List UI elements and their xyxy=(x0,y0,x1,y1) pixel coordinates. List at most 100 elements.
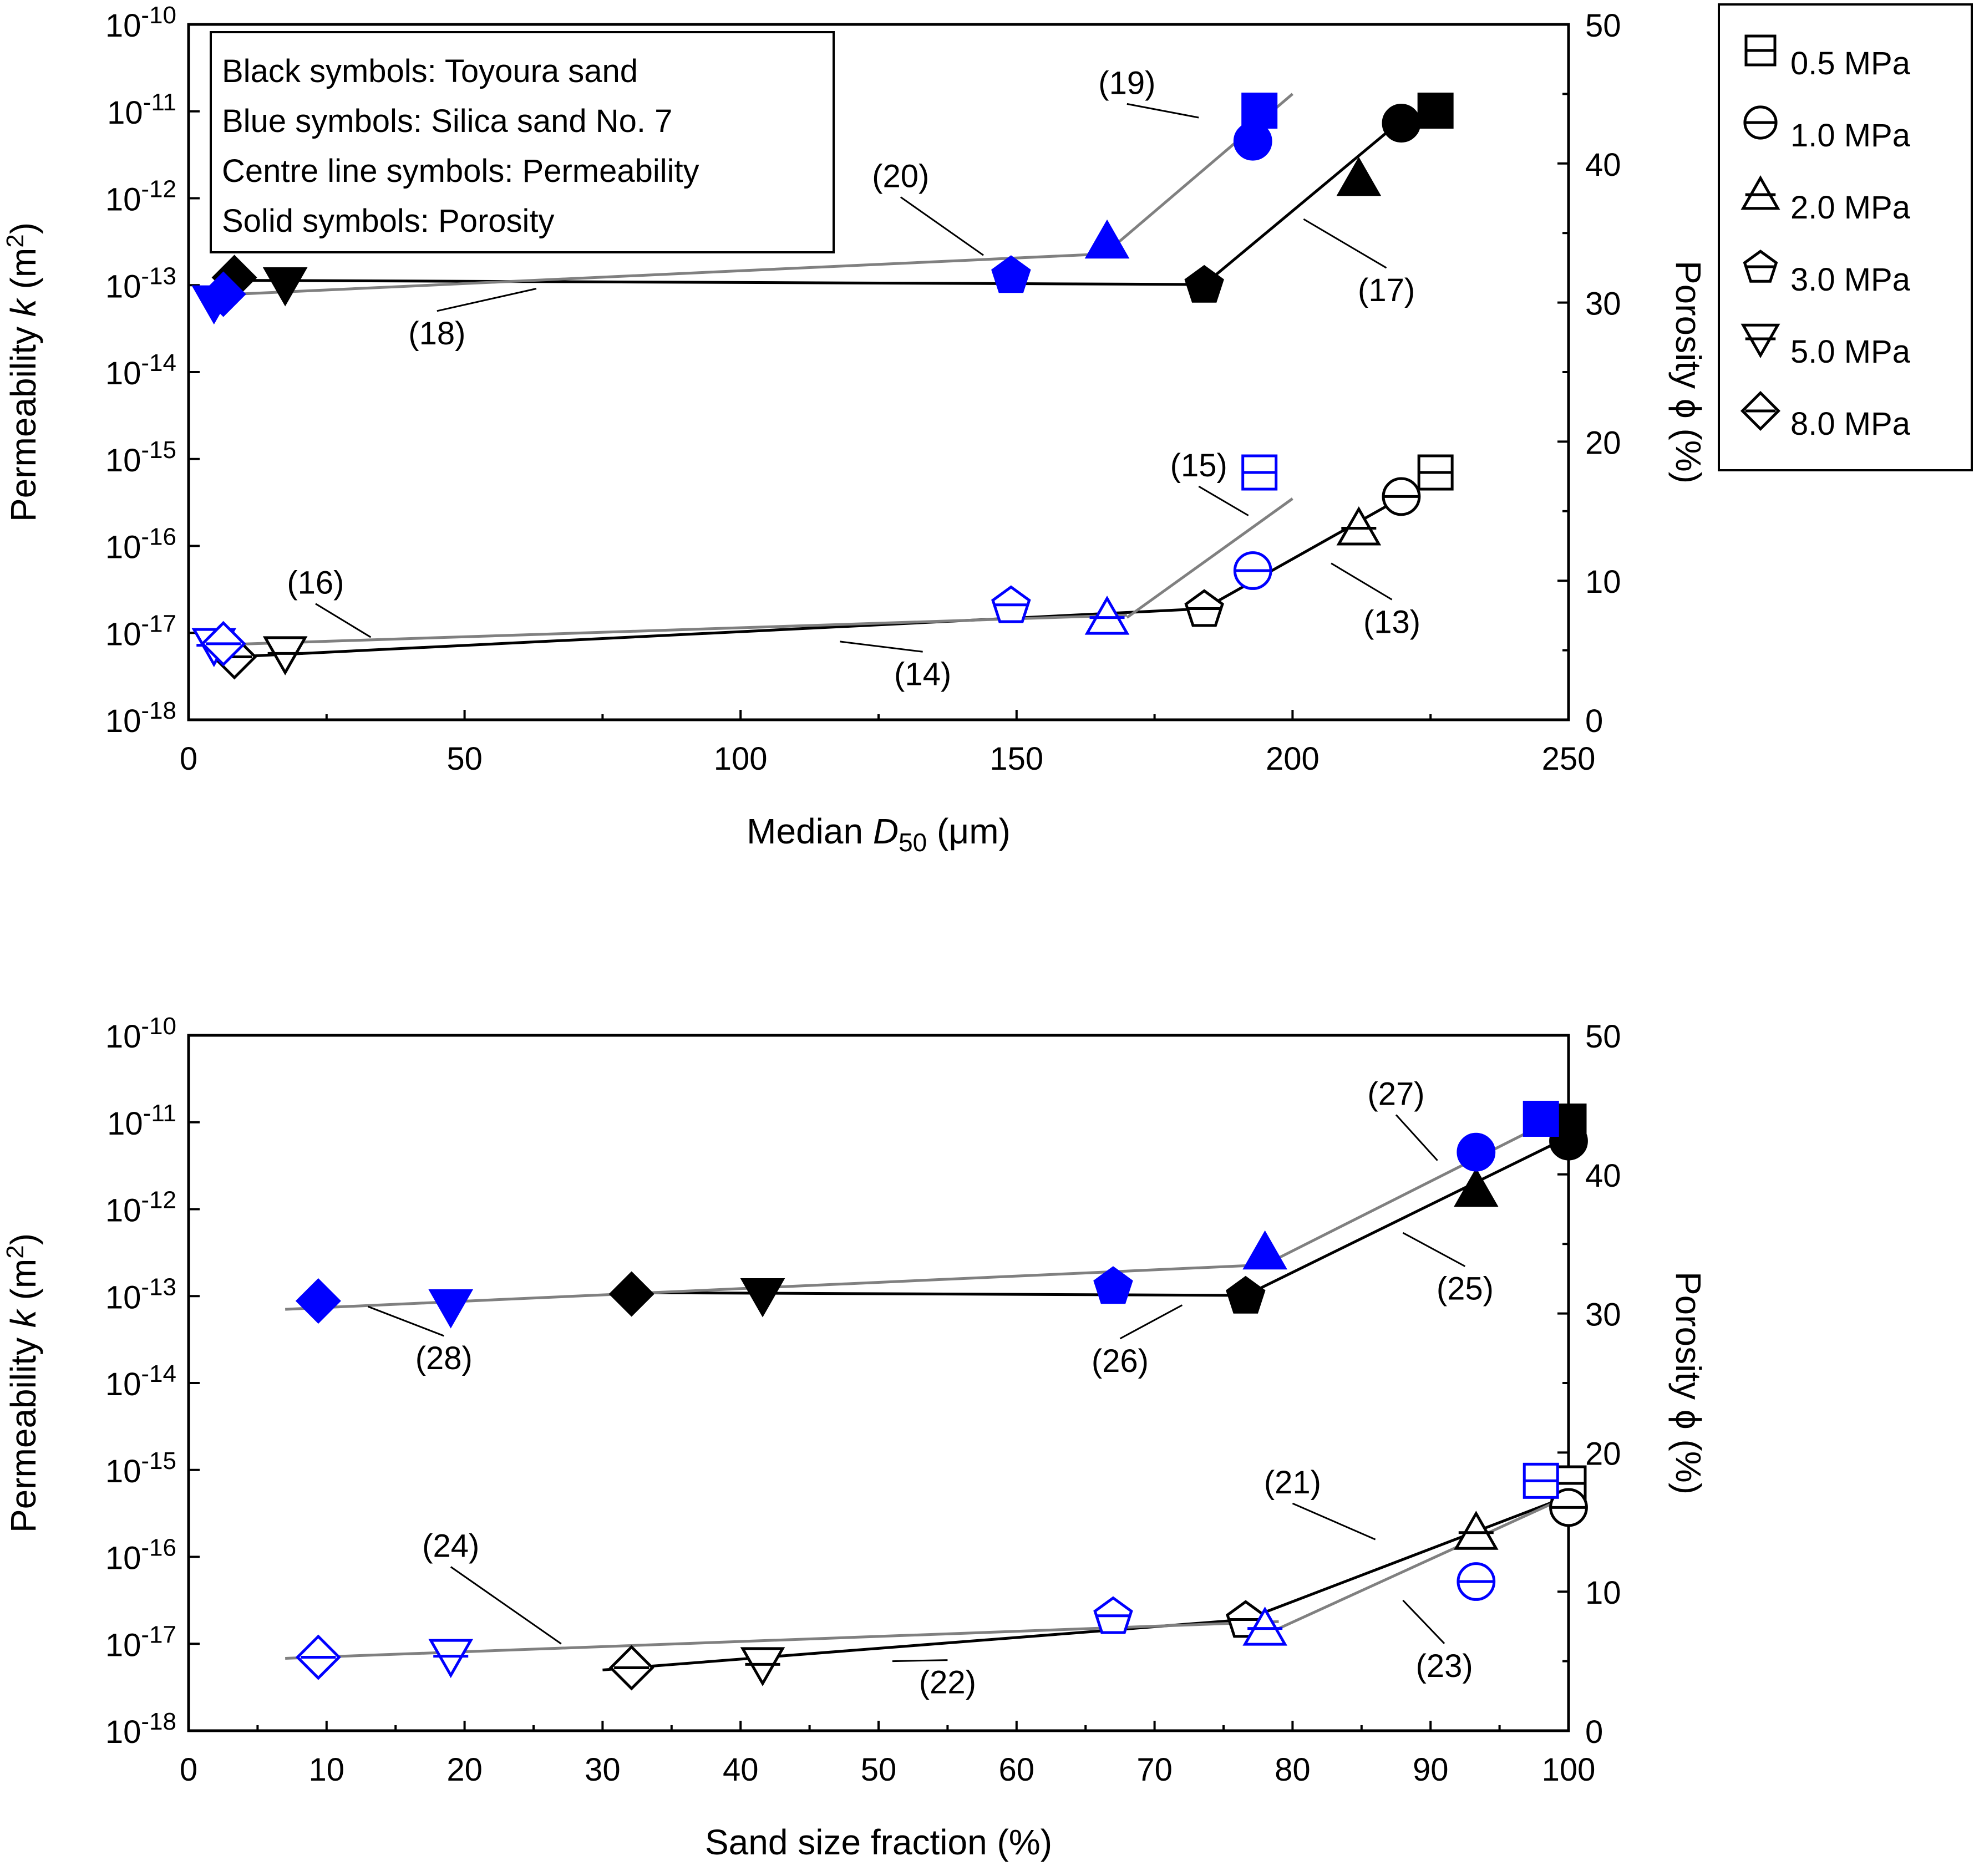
fit-line-15 xyxy=(1126,497,1293,619)
legend-symbol-triangle-up-shape xyxy=(1740,175,1780,210)
data-point-silica-porosity-square xyxy=(1241,92,1278,129)
data-point-silica-porosity-square-shape xyxy=(1241,92,1278,129)
y-right-tick-label: 30 xyxy=(1585,286,1621,322)
legend-label-8-0: 8.0 MPa xyxy=(1790,406,1911,442)
x-tick-label: 150 xyxy=(989,741,1043,777)
data-point-silica-porosity-pentagon-shape xyxy=(991,255,1031,293)
leader-line-20 xyxy=(900,196,984,256)
y-left-tick-label: 10-10 xyxy=(105,1013,176,1055)
data-point-toyoura-porosity-circle-shape xyxy=(1382,104,1421,143)
data-point-toyoura-porosity-triangle-up xyxy=(1453,1167,1499,1207)
x-tick-label: 50 xyxy=(861,1752,897,1788)
leader-line-15 xyxy=(1198,485,1249,516)
legend-item-3-0: 3.0 MPa xyxy=(1743,250,1911,298)
leader-line-13 xyxy=(1331,562,1393,601)
data-point-toyoura-porosity-triangle-down xyxy=(740,1278,785,1318)
legend-square-icon xyxy=(1744,34,1777,67)
data-point-toyoura-porosity-pentagon-shape xyxy=(1184,265,1224,303)
notes-line-3: Centre line symbols: Permeability xyxy=(222,153,699,189)
legend-symbol-triangle-up xyxy=(1740,175,1780,210)
x-axis-label: Median D50 (μm) xyxy=(747,811,1011,857)
y-left-tick-label: 10-12 xyxy=(105,1187,176,1229)
data-point-toyoura-permeability-triangle-down-shape xyxy=(740,1647,785,1686)
data-point-silica-permeability-circle xyxy=(1233,551,1272,590)
data-point-toyoura-permeability-circle xyxy=(1549,1488,1588,1527)
data-point-silica-porosity-square-shape xyxy=(1523,1100,1559,1137)
leader-line-17 xyxy=(1303,218,1387,269)
x-tick-label: 100 xyxy=(1542,1752,1596,1788)
y-left-tick-label: 10-14 xyxy=(105,1360,176,1402)
data-point-silica-porosity-circle xyxy=(1457,1132,1496,1172)
x-tick-label: 10 xyxy=(309,1752,345,1788)
legend-circle-icon xyxy=(1743,105,1778,140)
data-point-silica-permeability-pentagon xyxy=(1093,1596,1133,1634)
y-left-axis-label: Permeability k (m2) xyxy=(2,1233,43,1533)
data-point-silica-porosity-diamond-shape xyxy=(295,1278,341,1324)
data-point-toyoura-porosity-circle-shape xyxy=(1549,1121,1588,1161)
y-right-axis-label: Porosity ϕ (%) xyxy=(1668,1272,1708,1494)
legend: 0.5 MPa 1.0 MPa 2.0 MPa 3.0 MPa 5.0 MPa … xyxy=(1718,3,1973,471)
line-label-28: (28) xyxy=(415,1340,473,1376)
leader-line-27 xyxy=(1395,1114,1438,1161)
fit-line-23 xyxy=(1278,1494,1570,1630)
leader-line-16 xyxy=(315,603,372,638)
data-point-silica-porosity-diamond xyxy=(295,1278,341,1324)
data-point-toyoura-porosity-circle xyxy=(1382,104,1421,143)
data-point-silica-porosity-diamond-shape xyxy=(200,271,246,317)
x-tick-label: 70 xyxy=(1136,1752,1173,1788)
fit-line-17 xyxy=(1203,118,1404,286)
fit-line-14 xyxy=(234,607,1205,658)
legend-item-1-0: 1.0 MPa xyxy=(1743,105,1911,154)
data-point-silica-permeability-square xyxy=(1241,454,1278,491)
notes-line-4: Solid symbols: Porosity xyxy=(222,203,555,239)
data-point-silica-permeability-pentagon xyxy=(991,585,1031,623)
data-point-silica-porosity-pentagon xyxy=(991,255,1031,293)
y-left-tick-label: 10-11 xyxy=(107,89,176,131)
data-point-toyoura-permeability-circle xyxy=(1382,477,1421,516)
y-left-tick-label: 10-17 xyxy=(105,1621,176,1663)
fit-line-16 xyxy=(205,613,1127,647)
y-right-tick-label: 30 xyxy=(1585,1297,1621,1333)
x-tick-label: 60 xyxy=(999,1752,1035,1788)
legend-label-1-0: 1.0 MPa xyxy=(1790,118,1911,154)
y-right-axis-label: Porosity ϕ (%) xyxy=(1668,261,1708,484)
line-label-20: (20) xyxy=(872,158,929,194)
data-point-silica-porosity-diamond xyxy=(200,271,246,317)
legend-pentagon-icon xyxy=(1743,250,1778,283)
data-point-toyoura-porosity-triangle-down-shape xyxy=(740,1278,785,1318)
leader-line-14 xyxy=(840,640,923,653)
y-right-tick-label: 20 xyxy=(1585,1436,1621,1472)
data-point-silica-permeability-square xyxy=(1523,1462,1559,1499)
leader-line-28 xyxy=(367,1305,444,1337)
x-tick-label: 0 xyxy=(180,741,197,777)
chart-bottom: 0 10 20 30 40 50 60 70 80 90 10010-1810-1710-1610-… xyxy=(2,1013,1708,1862)
y-right-tick-label: 0 xyxy=(1585,1714,1603,1750)
x-tick-label: 20 xyxy=(446,1752,483,1788)
plot-frame xyxy=(187,1034,1570,1732)
data-point-toyoura-porosity-pentagon-shape xyxy=(1226,1275,1266,1314)
fit-line-20 xyxy=(205,252,1105,297)
y-left-tick-label: 10-16 xyxy=(105,523,176,566)
data-point-toyoura-permeability-triangle-down xyxy=(740,1647,785,1686)
y-left-tick-label: 10-15 xyxy=(105,436,176,479)
data-point-toyoura-porosity-pentagon xyxy=(1226,1275,1266,1314)
line-label-13: (13) xyxy=(1363,604,1420,640)
data-point-silica-porosity-circle-shape xyxy=(1457,1132,1496,1172)
notes-line-1: Black symbols: Toyoura sand xyxy=(222,53,638,89)
x-tick-label: 90 xyxy=(1413,1752,1449,1788)
notes-box: Black symbols: Toyoura sand Blue symbols… xyxy=(210,31,835,253)
data-point-silica-porosity-pentagon xyxy=(1093,1266,1133,1304)
data-point-silica-porosity-triangle-down-shape xyxy=(428,1289,474,1329)
data-point-toyoura-porosity-triangle-down xyxy=(262,267,308,307)
line-label-23: (23) xyxy=(1416,1648,1473,1684)
data-point-silica-porosity-pentagon-shape xyxy=(1093,1266,1133,1304)
data-point-silica-porosity-circle-shape xyxy=(1233,121,1272,161)
data-point-silica-permeability-triangle-up-shape xyxy=(1242,1606,1287,1646)
data-point-toyoura-porosity-square-shape xyxy=(1417,92,1454,129)
x-tick-label: 250 xyxy=(1542,741,1596,777)
legend-symbol-square xyxy=(1744,34,1777,67)
data-point-toyoura-permeability-triangle-up xyxy=(1453,1511,1499,1550)
legend-symbol-pentagon xyxy=(1743,250,1778,283)
y-left-tick-label: 10-18 xyxy=(105,1708,176,1750)
chart-top: 0 50 100 150 200 25010-1810-1710-1610-1510-14… xyxy=(2,2,1708,857)
